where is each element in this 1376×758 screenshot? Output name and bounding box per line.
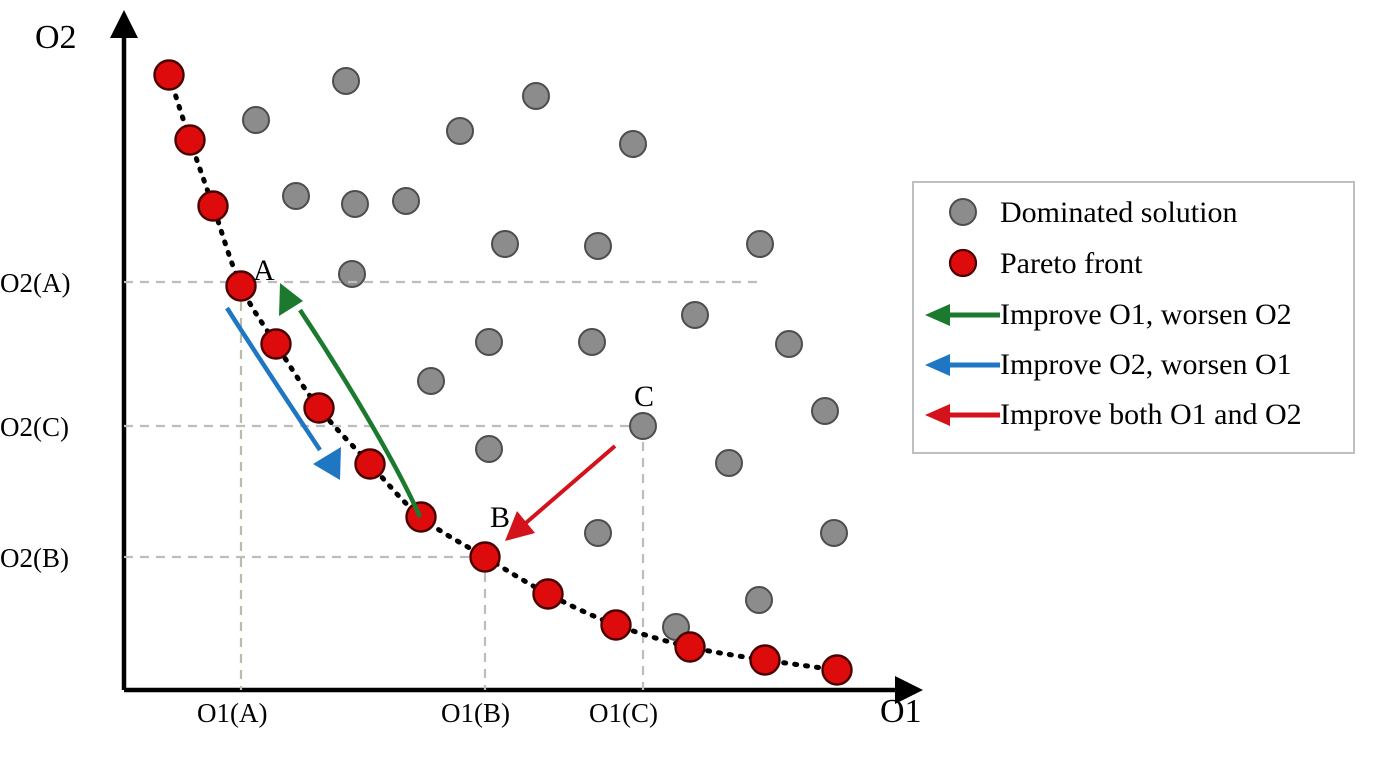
svg-text:Improve O1, worsen O2: Improve O1, worsen O2 bbox=[1000, 298, 1292, 331]
svg-text:O1(A): O1(A) bbox=[197, 698, 267, 728]
svg-text:O2(B): O2(B) bbox=[0, 543, 69, 573]
svg-text:O2(A): O2(A) bbox=[0, 268, 70, 298]
svg-text:O1(B): O1(B) bbox=[441, 698, 510, 728]
svg-text:O2: O2 bbox=[35, 19, 77, 56]
svg-text:Pareto front: Pareto front bbox=[1000, 247, 1143, 280]
svg-text:C: C bbox=[634, 380, 654, 413]
svg-text:A: A bbox=[253, 254, 275, 287]
svg-text:O2(C): O2(C) bbox=[0, 412, 69, 442]
svg-text:O1: O1 bbox=[880, 693, 922, 730]
svg-text:B: B bbox=[490, 501, 510, 534]
svg-text:O1(C): O1(C) bbox=[589, 698, 658, 728]
svg-text:Improve O2, worsen O1: Improve O2, worsen O1 bbox=[1000, 348, 1292, 381]
svg-text:Improve both O1 and O2: Improve both O1 and O2 bbox=[1000, 398, 1302, 431]
svg-text:Dominated solution: Dominated solution bbox=[1000, 196, 1237, 229]
